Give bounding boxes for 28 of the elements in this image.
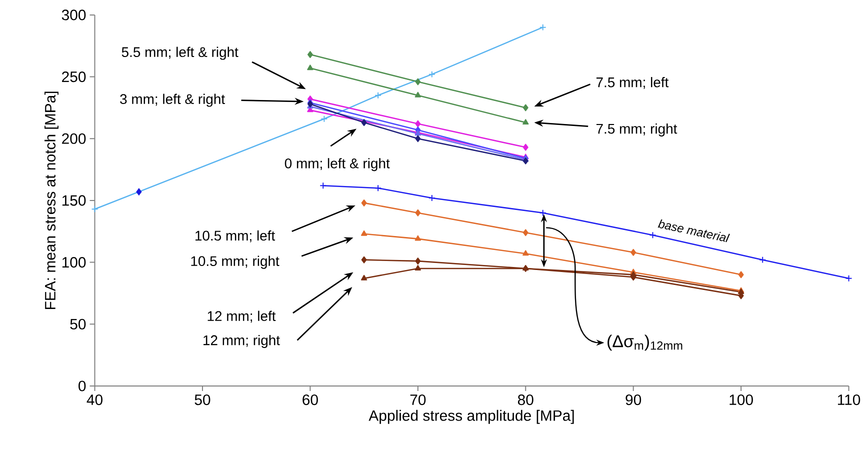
x-tick-label: 70 [410, 394, 426, 406]
annotation: (Δσ$_{m}$)$_{12mm}$ [608, 334, 682, 351]
annotation: 12 mm; left [208, 310, 276, 323]
y-tick-label: 200 [62, 133, 86, 144]
x-tick-label: 50 [194, 394, 210, 406]
x-tick-label: 80 [518, 394, 534, 406]
annotation: 10.5 mm; left [195, 230, 276, 242]
x-tick-label: 60 [302, 394, 318, 406]
annotation: base material [658, 219, 730, 242]
x-tick-label: 110 [838, 394, 860, 406]
y-axis-title: FEA: mean stress at notch [MPa] [44, 92, 58, 310]
y-tick-label: 300 [62, 10, 86, 20]
x-axis-title: Applied stress amplitude [MPa] [368, 410, 574, 424]
y-tick-label: 100 [62, 257, 86, 268]
y-tick-label: 50 [70, 318, 86, 330]
annotation: 7.5 mm; right [596, 124, 678, 137]
annotation: 5.5 mm; left & right [122, 46, 238, 60]
annotation: 7.5 mm; left [596, 77, 669, 90]
annotation: 3 mm; left & right [120, 94, 225, 107]
x-tick-label: 90 [626, 394, 642, 406]
y-tick-label: 150 [62, 195, 86, 206]
y-tick-label: 0 [78, 380, 86, 392]
annotation: 12 mm; right [204, 335, 280, 348]
x-tick-label: 100 [730, 394, 753, 406]
x-tick-label: 40 [86, 394, 102, 406]
y-tick-label: 250 [62, 72, 86, 82]
annotation: 0 mm; left & right [284, 158, 390, 172]
annotation: 10.5 mm; right [191, 256, 280, 269]
